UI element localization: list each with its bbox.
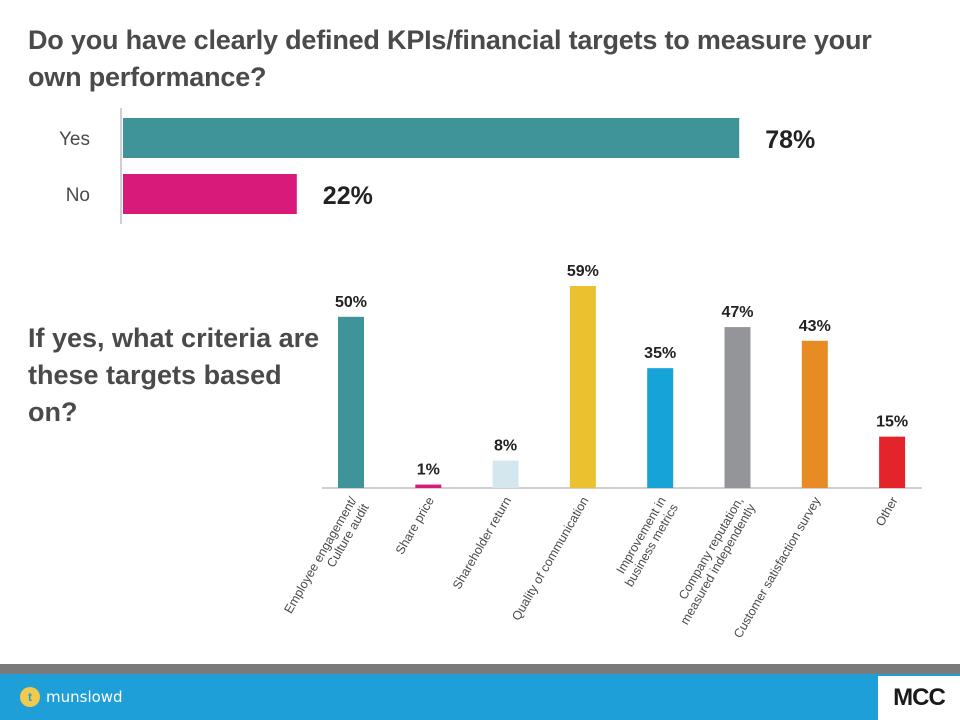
logo-box: MCC	[878, 676, 960, 720]
category-label: No	[66, 185, 90, 206]
bar-4	[569, 286, 596, 488]
data-label: 15%	[876, 414, 908, 431]
bar-6	[724, 327, 751, 488]
footer-bar	[0, 674, 960, 720]
footer-stripe	[0, 664, 960, 674]
chart-2-title: If yes, what criteria are these targets …	[28, 323, 320, 427]
category-tick-label: Employee engagement/Culture audit	[281, 494, 372, 623]
bar-yes	[123, 118, 740, 158]
data-label: 8%	[494, 438, 517, 455]
data-label: 50%	[335, 294, 367, 311]
category-tick-label: Improvement inbusiness metrics	[610, 494, 681, 589]
category-label: Yes	[59, 129, 90, 150]
kpi-horizontal-bar-chart: Yes 78% No 22%	[59, 108, 815, 224]
category-tick-label: Quality of communication	[509, 494, 591, 623]
criteria-vertical-bar-chart: 50% Employee engagement/Culture audit 1% Sh…	[281, 263, 922, 640]
bar-no	[123, 174, 297, 214]
twitter-handle[interactable]: munslowd	[46, 688, 123, 706]
chart-title: Do you have clearly defined KPIs/financi…	[28, 25, 872, 92]
data-label: 43%	[799, 318, 831, 335]
bar-1	[338, 316, 364, 488]
category-tick-label: Share price	[393, 494, 437, 556]
bar-8	[879, 436, 906, 488]
data-label: 35%	[644, 345, 676, 362]
bar-2	[415, 484, 442, 488]
mcc-logo: MCC	[893, 684, 946, 711]
bar-5	[647, 368, 674, 488]
data-label: 47%	[721, 304, 753, 321]
bar-7	[801, 340, 828, 488]
category-tick-label: Other	[873, 495, 901, 529]
data-label: 59%	[567, 263, 599, 280]
data-label: 1%	[417, 462, 440, 479]
category-tick-label: Shareholder return	[450, 494, 514, 591]
category-tick-label: Company reputation,measured independentl…	[666, 494, 759, 627]
twitter-bird-icon: t	[20, 687, 40, 707]
data-label: 78%	[765, 126, 815, 154]
data-label: 22%	[323, 182, 373, 210]
bar-3	[492, 460, 519, 488]
